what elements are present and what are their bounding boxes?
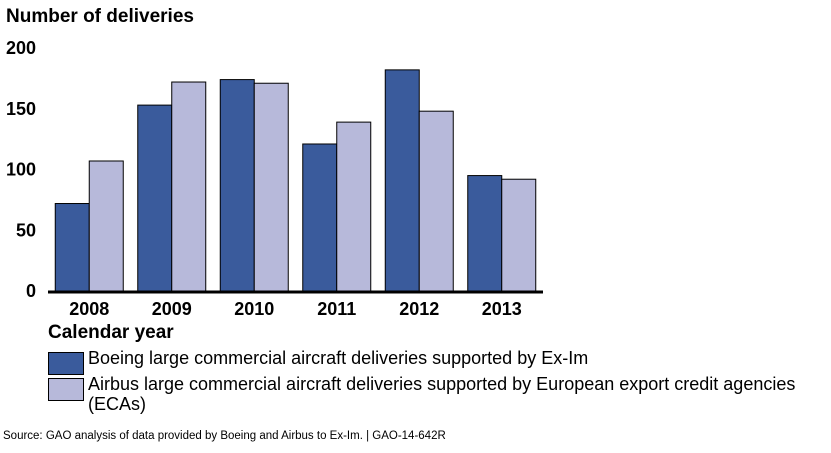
legend-label-airbus: Airbus large commercial aircraft deliver… <box>88 374 796 414</box>
y-axis-title: Number of deliveries <box>6 6 194 27</box>
x-tick-label-2010: 2010 <box>234 299 274 319</box>
legend-item-airbus: Airbus large commercial aircraft deliver… <box>48 374 828 414</box>
y-tick-label-50: 50 <box>16 220 36 240</box>
bar-airbus-2011 <box>336 121 372 292</box>
bar-boeing-2009 <box>137 104 173 292</box>
legend: Boeing large commercial aircraft deliver… <box>48 348 828 420</box>
x-tick-label-2012: 2012 <box>399 299 439 319</box>
bar-airbus-2008 <box>88 160 124 292</box>
legend-swatch-boeing <box>48 352 84 375</box>
bar-boeing-2010 <box>219 79 255 292</box>
legend-swatch-airbus <box>48 378 84 401</box>
bar-airbus-2013 <box>501 178 537 292</box>
x-tick-label-2011: 2011 <box>317 299 356 319</box>
bar-chart: 0 50 100 150 200 2008 2009 2010 2011 2012 2013 <box>6 38 543 319</box>
x-tick-label-2009: 2009 <box>152 299 192 319</box>
x-tick-label-2008: 2008 <box>69 299 109 319</box>
legend-item-boeing: Boeing large commercial aircraft deliver… <box>48 348 828 375</box>
y-tick-label-150: 150 <box>6 99 36 119</box>
bar-boeing-2013 <box>467 175 503 292</box>
bar-airbus-2010 <box>253 82 289 292</box>
bar-airbus-2009 <box>171 81 207 292</box>
bar-boeing-2008 <box>54 203 90 292</box>
bar-boeing-2012 <box>384 69 420 292</box>
bar-boeing-2011 <box>302 143 338 292</box>
y-tick-label-100: 100 <box>6 160 36 180</box>
x-axis-title: Calendar year <box>48 322 174 343</box>
source-note: Source: GAO analysis of data provided by… <box>3 430 446 442</box>
bar-airbus-2012 <box>418 110 454 292</box>
legend-label-boeing: Boeing large commercial aircraft deliver… <box>88 348 589 368</box>
y-tick-label-0: 0 <box>26 281 36 301</box>
y-tick-label-200: 200 <box>6 38 36 58</box>
x-tick-label-2013: 2013 <box>482 299 522 319</box>
